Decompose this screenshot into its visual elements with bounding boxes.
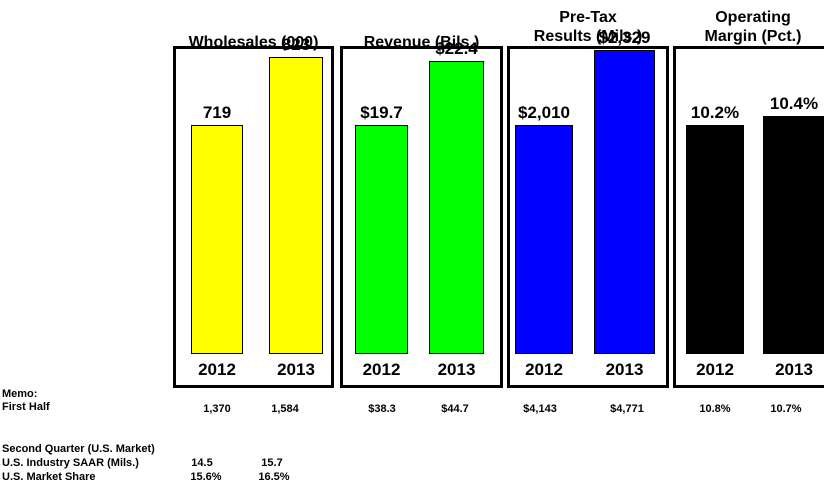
share-value: 15.6% [190,471,222,483]
panel-title-line: Results (Mils.) [533,28,643,45]
share-label: U.S. Market Share [2,471,96,483]
data-label: 823 [281,35,311,55]
panel-title-line: Operating [715,9,791,26]
bar [686,125,744,354]
panel-frame [673,46,824,388]
panel-title: Operating Margin (Pct.) [673,8,824,46]
category-label: 2013 [775,360,813,379]
data-label: 10.4% [769,93,819,113]
bar [515,125,573,354]
category-label: 2012 [525,360,563,379]
bar [269,57,323,354]
first-half-value: 10.7% [770,403,802,415]
first-half-value: 10.8% [699,403,731,415]
first-half-value: $4,143 [523,403,557,415]
saar-value: 14.5 [191,457,213,469]
category-label: 2012 [362,360,401,379]
share-value: 16.5% [258,471,290,483]
saar-label: U.S. Industry SAAR (Mils.) [2,457,139,469]
memo-label: Memo: [2,388,38,400]
category-label: 2013 [277,360,315,379]
panel-frame [507,46,669,388]
data-label: $2,329 [598,28,651,48]
category-label: 2012 [198,360,236,379]
first-half-value: $38.3 [368,403,396,415]
data-label: $19.7 [360,103,403,122]
data-label: $2,010 [518,103,570,122]
saar-value: 15.7 [261,457,283,469]
second-quarter-label: Second Quarter (U.S. Market) [2,443,155,455]
bar [191,125,243,354]
first-half-value: $4,771 [610,403,644,415]
bar [594,50,655,354]
panel-title: Pre-Tax Results (Mils.) [507,8,669,46]
first-half-value: $44.7 [441,403,469,415]
first-half-label: First Half [2,401,50,413]
data-label: 719 [202,103,232,122]
bar [763,115,824,354]
first-half-value: 1,584 [271,403,299,415]
category-label: 2013 [437,360,476,379]
bar [355,125,408,354]
data-label: 10.2% [690,103,740,122]
category-label: 2013 [605,360,644,379]
bar [429,60,484,354]
category-label: 2012 [696,360,734,379]
data-label: $22.4 [435,38,478,58]
panel-frame [340,46,503,388]
panel-frame [173,46,334,388]
first-half-value: 1,370 [203,403,231,415]
panel-title-line: Pre-Tax [559,9,617,26]
panel-title-line: Margin (Pct.) [704,28,802,45]
